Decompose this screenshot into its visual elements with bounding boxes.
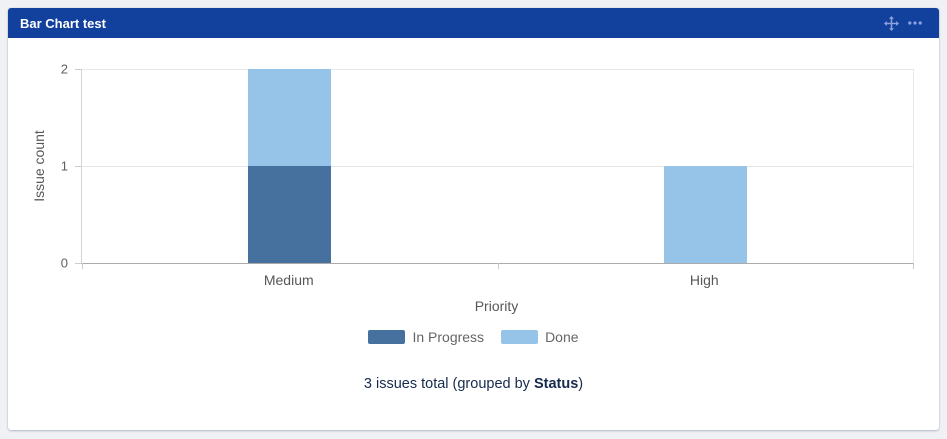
x-axis-tick-label-high: High	[689, 272, 719, 288]
x-axis-tick-2	[913, 263, 914, 269]
gadget-header: Bar Chart test	[8, 8, 939, 38]
y-axis-tick-label-2: 2	[60, 61, 68, 77]
legend-label-in-progress: In Progress	[412, 329, 485, 345]
chart-legend: In Progress Done	[8, 329, 939, 345]
y-axis-tick-label-1: 1	[60, 158, 68, 174]
gridline-y-2	[82, 69, 913, 70]
x-axis-tick-label-medium: Medium	[263, 272, 314, 288]
move-icon[interactable]	[883, 15, 899, 31]
legend-label-done: Done	[545, 329, 579, 345]
legend-swatch-in-progress	[368, 330, 406, 344]
legend-item-in-progress[interactable]: In Progress	[368, 329, 484, 345]
move-icon-glyph	[883, 15, 899, 31]
bar-segment-high-done[interactable]	[663, 166, 747, 263]
footer-text-suffix: )	[578, 376, 584, 392]
gridline-y-1	[82, 166, 913, 167]
bar-segment-medium-done[interactable]	[248, 69, 332, 166]
bar-segment-medium-in-progress[interactable]	[248, 166, 332, 263]
legend-item-done[interactable]: Done	[501, 329, 579, 345]
chart-plot: 0 1 2	[61, 62, 914, 271]
x-axis-tick-0	[82, 263, 83, 269]
y-axis-tick-1	[75, 166, 81, 167]
y-axis-tick-0	[75, 263, 81, 264]
x-axis-tick-labels: Medium High	[81, 272, 912, 290]
more-menu-button[interactable]	[907, 15, 923, 31]
y-axis-tick-2	[75, 69, 81, 70]
legend-swatch-done	[501, 330, 539, 344]
footer-text-prefix: 3 issues total (grouped by	[363, 376, 534, 392]
ellipsis-icon	[908, 21, 922, 25]
x-axis-title: Priority	[474, 298, 519, 314]
gadget-title: Bar Chart test	[20, 15, 106, 31]
gadget-header-actions	[883, 15, 923, 31]
x-axis-tick-1	[497, 263, 499, 269]
y-axis-tick-label-0: 0	[60, 255, 68, 271]
footer-group-by: Status	[533, 376, 579, 392]
chart-footer: 3 issues total (grouped by Status)	[8, 376, 939, 392]
